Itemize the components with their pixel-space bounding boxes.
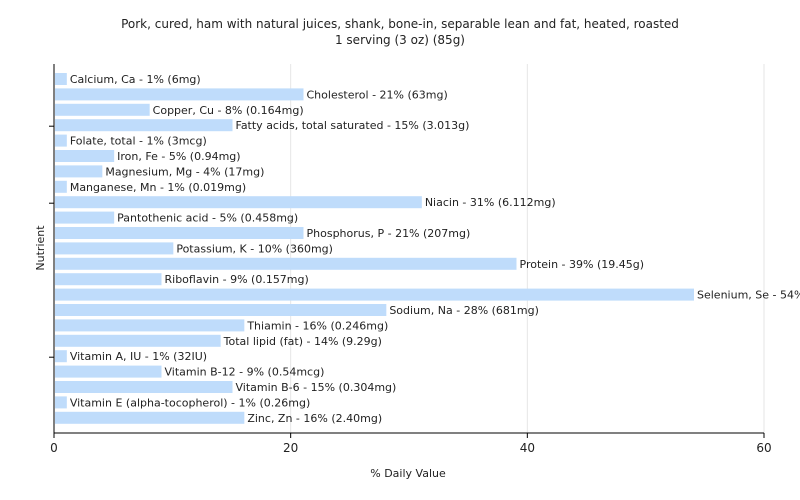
bar [55,150,115,162]
bar-label: Potassium, K - 10% (360mg) [176,242,333,255]
bar [55,319,245,332]
bar [55,165,103,178]
bar [55,211,115,224]
x-tick-label: 60 [756,441,771,455]
bar [55,180,67,193]
bar [55,242,174,255]
chart-title-block: Pork, cured, ham with natural juices, sh… [0,16,800,48]
x-axis-title: % Daily Value [370,467,446,480]
bar-label: Thiamin - 16% (0.246mg) [246,319,388,332]
x-tick-label: 40 [520,441,535,455]
bar [55,365,162,378]
bar-label: Protein - 39% (19.45g) [520,258,645,271]
bar-label: Selenium, Se - 54% (37.8mcg) [697,289,800,302]
bar [55,288,694,301]
bar-label: Manganese, Mn - 1% (0.019mg) [70,181,246,194]
bar-label: Fatty acids, total saturated - 15% (3.01… [236,119,470,132]
bar [55,396,67,409]
bar [55,257,517,270]
bar-label: Phosphorus, P - 21% (207mg) [307,227,471,240]
bar-label: Magnesium, Mg - 4% (17mg) [105,165,264,178]
bar [55,350,67,363]
bar [55,334,221,347]
bars: Calcium, Ca - 1% (6mg) Cholesterol - 21% … [55,73,800,425]
bar-label: Copper, Cu - 8% (0.164mg) [153,104,304,117]
bar-label: Sodium, Na - 28% (681mg) [389,304,539,317]
bar [55,103,150,116]
bar-label: Vitamin B-6 - 15% (0.304mg) [236,381,397,394]
bar-label: Iron, Fe - 5% (0.94mg) [117,150,240,163]
axes: 0 20 40 60 [49,64,772,455]
bar-label: Zinc, Zn - 16% (2.40mg) [247,412,382,425]
bar [55,119,233,132]
chart-subtitle: 1 serving (3 oz) (85g) [334,33,465,47]
bar-label: Folate, total - 1% (3mcg) [70,135,207,148]
x-tick-label: 0 [50,441,58,455]
y-axis-title: Nutrient [34,225,47,271]
x-tick-label: 20 [283,441,298,455]
bar-label: Niacin - 31% (6.112mg) [425,196,556,209]
bar [55,411,245,424]
chart-title: Pork, cured, ham with natural juices, sh… [121,17,679,31]
bar [55,227,304,239]
bar-label: Cholesterol - 21% (63mg) [307,88,448,101]
bar [55,304,387,316]
bar-label: Vitamin B-12 - 9% (0.54mcg) [165,366,325,379]
bar-label: Riboflavin - 9% (0.157mg) [165,273,309,286]
bar-label: Pantothenic acid - 5% (0.458mg) [117,212,298,225]
bar-label: Vitamin E (alpha-tocopherol) - 1% (0.26m… [70,396,310,409]
gridlines [290,64,765,433]
bar [55,273,162,286]
bar-label: Calcium, Ca - 1% (6mg) [70,73,201,86]
bar [55,73,67,85]
bar [55,381,233,393]
bar [55,196,422,209]
bar [55,134,67,147]
bar-label: Vitamin A, IU - 1% (32IU) [70,350,207,363]
bar-label: Total lipid (fat) - 14% (9.29g) [223,335,382,348]
bar [55,88,304,101]
